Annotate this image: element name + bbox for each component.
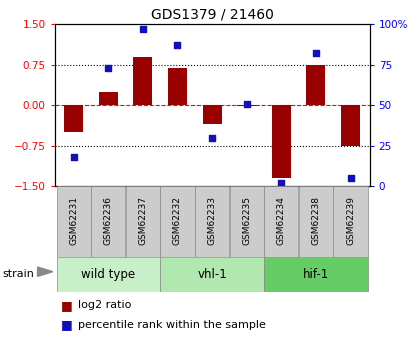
Bar <box>307 65 326 105</box>
Bar <box>126 186 160 257</box>
Text: ■: ■ <box>61 299 73 312</box>
Bar <box>99 92 118 105</box>
Bar <box>57 186 91 257</box>
Text: hif-1: hif-1 <box>303 268 329 281</box>
Text: GSM62239: GSM62239 <box>346 196 355 245</box>
Bar <box>168 68 187 105</box>
Point <box>70 154 77 160</box>
Text: vhl-1: vhl-1 <box>197 268 227 281</box>
Point <box>347 175 354 181</box>
Bar <box>202 105 222 124</box>
Bar <box>160 186 194 257</box>
Point <box>243 101 250 106</box>
Bar <box>272 105 291 178</box>
Polygon shape <box>38 267 53 276</box>
Point <box>312 51 319 56</box>
Text: wild type: wild type <box>81 268 135 281</box>
Text: GSM62233: GSM62233 <box>207 196 217 245</box>
Text: strain: strain <box>2 269 34 279</box>
Text: GSM62238: GSM62238 <box>312 196 320 245</box>
Title: GDS1379 / 21460: GDS1379 / 21460 <box>151 8 273 22</box>
Bar <box>237 105 256 106</box>
Text: GSM62231: GSM62231 <box>69 196 78 245</box>
Point <box>139 26 146 32</box>
Bar <box>299 186 333 257</box>
Bar <box>333 186 368 257</box>
Point <box>174 42 181 48</box>
Text: GSM62236: GSM62236 <box>104 196 113 245</box>
Point <box>278 180 285 186</box>
Text: GSM62234: GSM62234 <box>277 196 286 245</box>
Point <box>209 135 215 140</box>
Text: GSM62235: GSM62235 <box>242 196 251 245</box>
Text: percentile rank within the sample: percentile rank within the sample <box>78 320 265 330</box>
Bar <box>264 257 368 292</box>
Text: ■: ■ <box>61 318 73 332</box>
Bar <box>57 257 160 292</box>
Bar <box>160 257 264 292</box>
Bar <box>230 186 264 257</box>
Point <box>105 65 112 71</box>
Text: GSM62232: GSM62232 <box>173 196 182 245</box>
Bar <box>264 186 299 257</box>
Text: log2 ratio: log2 ratio <box>78 300 131 310</box>
Bar <box>134 57 152 105</box>
Bar <box>64 105 83 132</box>
Bar <box>91 186 126 257</box>
Text: GSM62237: GSM62237 <box>138 196 147 245</box>
Bar <box>341 105 360 146</box>
Bar <box>195 186 229 257</box>
